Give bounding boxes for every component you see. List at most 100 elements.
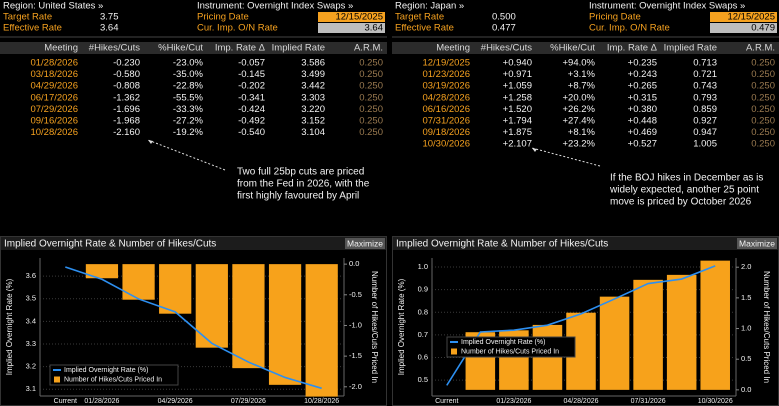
table-cell: 3.442	[301, 81, 325, 92]
line	[65, 266, 322, 390]
x-tick-label: 04/29/2026	[158, 398, 193, 405]
y-tick-label: 3.2	[26, 362, 36, 371]
x-tick-label: 04/28/2026	[563, 398, 598, 405]
bar	[85, 264, 119, 279]
table-cell: +26.2%	[563, 104, 596, 115]
maximize-button[interactable]	[737, 238, 777, 249]
chart-title-bar	[1, 237, 386, 250]
table-cell: 0.250	[359, 81, 383, 92]
y-tick-label: 0.7	[418, 330, 428, 339]
field-label: Cur. Imp. O/N Rate	[589, 23, 670, 34]
table-cell: -0.202	[238, 81, 265, 92]
table-cell: +1.520	[503, 104, 532, 115]
maximize-label[interactable]: Maximize	[347, 238, 383, 248]
table-cell: +0.469	[628, 127, 657, 138]
chart-title: Implied Overnight Rate & Number of Hikes…	[396, 239, 608, 250]
x-tick-label: 01/28/2026	[84, 398, 119, 405]
field-value: 3.64	[365, 23, 384, 34]
y-tick-label: 1.0	[418, 262, 428, 271]
annotation: widely expected, another 25 point	[609, 185, 759, 196]
table-cell: -0.808	[113, 81, 140, 92]
table-cell: 04/29/2026	[30, 81, 78, 92]
y2-tick-label: -1.5	[349, 351, 362, 360]
table-cell: 0.859	[693, 104, 717, 115]
table-cell: 3.152	[301, 116, 325, 127]
bar	[700, 260, 730, 390]
x-tick-label: 10/30/2026	[698, 398, 733, 405]
y2-axis-label: Number of Hikes/Cuts Priced In	[370, 271, 379, 383]
legend-label: Number of Hikes/Cuts Priced In	[64, 376, 162, 383]
x-tick-label: 07/29/2026	[231, 398, 266, 405]
maximize-label[interactable]: Maximize	[739, 238, 775, 248]
column-header: A.R.M.	[354, 43, 383, 54]
table-cell: -22.8%	[173, 81, 204, 92]
table-cell: 0.250	[359, 104, 383, 115]
table-cell: +3.1%	[568, 69, 596, 80]
table-cell: 0.713	[693, 58, 717, 69]
table-cell: +1.059	[503, 81, 532, 92]
region-selector[interactable]: Region: United States »	[3, 1, 103, 12]
column-header: Implied Rate	[664, 43, 717, 54]
field-box[interactable]	[710, 12, 777, 22]
table-cell: -1.696	[113, 104, 140, 115]
column-header: #Hikes/Cuts	[89, 43, 140, 54]
table-cell: 0.250	[359, 127, 383, 138]
table-cell: 0.927	[693, 116, 717, 127]
table-cell: +8.1%	[568, 127, 596, 138]
annotation: move is priced by October 2026	[610, 197, 752, 208]
field-label: Effective Rate	[395, 23, 454, 34]
table-cell: -0.540	[238, 127, 265, 138]
y-tick-label: 0.5	[418, 375, 428, 384]
table-cell: -0.580	[113, 69, 140, 80]
instrument-selector[interactable]: Instrument: Overnight Index Swaps »	[589, 1, 745, 12]
field-value[interactable]: 12/15/2025	[727, 12, 775, 23]
y2-tick-label: -2.0	[349, 382, 362, 391]
field-label: Cur. Imp. O/N Rate	[197, 23, 278, 34]
table-cell: +0.315	[628, 92, 657, 103]
table-cell: 12/19/2025	[422, 58, 470, 69]
table-header-bg	[0, 42, 387, 54]
table-cell: +0.265	[628, 81, 657, 92]
column-header: %Hike/Cut	[550, 43, 595, 54]
y-tick-label: 0.6	[418, 353, 428, 362]
field-value[interactable]: 12/15/2025	[335, 12, 383, 23]
table-cell: -0.145	[238, 69, 265, 80]
field-box[interactable]	[318, 12, 385, 22]
table-cell: 0.250	[359, 116, 383, 127]
table-cell: +27.4%	[563, 116, 596, 127]
table-cell: +20.0%	[563, 92, 596, 103]
column-header: Meeting	[44, 43, 78, 54]
y2-tick-label: 1.0	[741, 324, 751, 333]
y-tick-label: 3.4	[26, 316, 36, 325]
table-cell: 10/28/2026	[30, 127, 78, 138]
instrument-selector[interactable]: Instrument: Overnight Index Swaps »	[197, 1, 353, 12]
annotation: from the Fed in 2026, with the	[237, 179, 370, 190]
y2-tick-label: -1.0	[349, 320, 362, 329]
table-cell: 1.005	[693, 139, 717, 150]
table-cell: 06/17/2026	[30, 92, 78, 103]
y2-tick-label: 0.5	[741, 354, 751, 363]
column-header: %Hike/Cut	[158, 43, 203, 54]
table-cell: -0.424	[238, 104, 265, 115]
y-tick-label: 3.6	[26, 271, 36, 280]
column-header: Implied Rate	[272, 43, 325, 54]
annotation: If the BOJ hikes in December as is	[610, 173, 763, 184]
x-tick-label: Current	[54, 398, 77, 405]
table-cell: +2.107	[503, 139, 532, 150]
table-cell: -55.5%	[173, 92, 204, 103]
table-cell: +1.875	[503, 127, 532, 138]
bar	[122, 264, 155, 300]
table-cell: 3.586	[301, 58, 325, 69]
region-selector[interactable]: Region: Japan »	[395, 1, 464, 12]
maximize-button[interactable]	[345, 238, 385, 249]
legend-swatch	[451, 348, 457, 355]
table-cell: 0.250	[359, 69, 383, 80]
bar	[305, 264, 338, 397]
column-header: A.R.M.	[746, 43, 775, 54]
table-cell: -1.362	[113, 92, 140, 103]
y-axis-label: Implied Overnight Rate (%)	[5, 278, 14, 375]
table-cell: 04/28/2026	[422, 92, 470, 103]
table-cell: 01/28/2026	[30, 58, 78, 69]
table-cell: -0.230	[113, 58, 140, 69]
legend-swatch	[54, 376, 60, 383]
